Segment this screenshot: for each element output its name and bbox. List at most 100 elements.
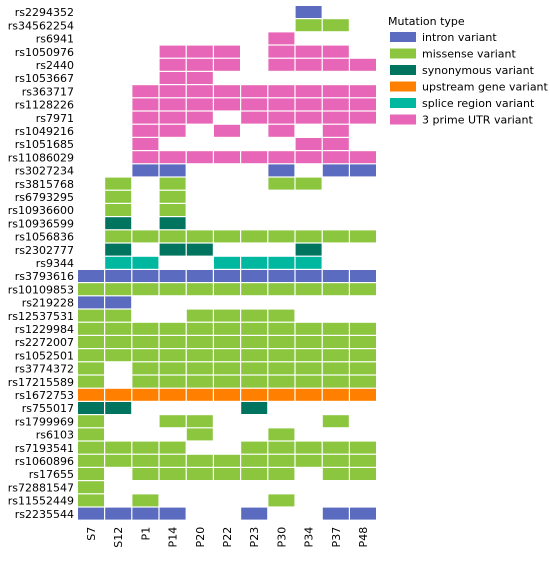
row-label: rs34562254	[8, 19, 74, 32]
heatmap-cell	[159, 164, 186, 177]
legend-swatch	[390, 114, 416, 125]
heatmap-cell	[214, 336, 240, 348]
heatmap-cell	[350, 85, 376, 98]
heatmap-cell	[241, 388, 268, 401]
heatmap-cell	[78, 296, 104, 309]
heatmap-cell	[132, 362, 159, 375]
heatmap-cell	[159, 468, 186, 480]
heatmap-cell	[241, 468, 268, 480]
heatmap-cell	[295, 283, 322, 296]
legend: Mutation type intron variant missense var…	[388, 15, 549, 127]
heatmap-cell	[78, 375, 104, 388]
heatmap-cell	[295, 375, 322, 388]
heatmap-cell	[159, 111, 186, 124]
heatmap-cell	[159, 362, 186, 375]
legend-label: upstream gene variant	[422, 81, 549, 94]
legend-swatch	[390, 48, 416, 59]
heatmap-cell	[159, 336, 186, 348]
heatmap-cell	[295, 177, 322, 190]
heatmap-cell	[214, 349, 240, 362]
heatmap-cell	[268, 230, 295, 243]
heatmap-cell	[186, 85, 213, 98]
row-label: rs1672753	[15, 389, 74, 402]
row-label: rs363717	[22, 85, 74, 98]
heatmap-cell	[322, 111, 349, 124]
column-label: P23	[248, 527, 261, 548]
heatmap-cell	[105, 349, 132, 362]
heatmap-cell	[268, 494, 295, 507]
heatmap-cell	[268, 336, 295, 348]
row-label: rs1050976	[15, 46, 74, 59]
heatmap-cell	[186, 58, 213, 71]
heatmap-cell	[132, 270, 159, 282]
column-label: P1	[139, 527, 152, 541]
heatmap-cell	[78, 481, 104, 494]
heatmap-cell	[159, 230, 186, 243]
heatmap-cell	[350, 98, 376, 111]
heatmap-cell	[295, 322, 322, 335]
legend-label: intron variant	[422, 31, 497, 44]
heatmap-cell	[322, 362, 349, 375]
heatmap-cell	[159, 72, 186, 84]
heatmap-cell	[295, 58, 322, 71]
heatmap-cell	[350, 362, 376, 375]
heatmap-cell	[322, 349, 349, 362]
legend-swatch	[390, 65, 416, 75]
heatmap-cell	[78, 336, 104, 348]
heatmap-cell	[295, 230, 322, 243]
heatmap-cell	[186, 72, 213, 84]
heatmap-cell	[322, 19, 349, 32]
heatmap-cell	[159, 454, 186, 467]
heatmap-cell	[159, 441, 186, 454]
heatmap-cell	[186, 283, 213, 296]
heatmap-cell	[350, 507, 376, 520]
heatmap-cell	[350, 283, 376, 296]
heatmap-cell	[186, 388, 213, 401]
heatmap-cell	[241, 309, 268, 322]
heatmap-cell	[159, 375, 186, 388]
heatmap-cell	[268, 454, 295, 467]
row-label: rs3027234	[15, 165, 74, 178]
heatmap-cell	[214, 468, 240, 480]
heatmap-cell	[132, 151, 159, 164]
row-label: rs2272007	[15, 336, 74, 349]
heatmap-cell	[159, 204, 186, 216]
heatmap-cell	[268, 124, 295, 137]
heatmap-cell	[350, 349, 376, 362]
heatmap-cell	[214, 45, 240, 58]
heatmap-cell	[78, 494, 104, 507]
heatmap-cell	[268, 309, 295, 322]
heatmap-cell	[78, 507, 104, 520]
heatmap-cell	[78, 468, 104, 480]
heatmap-cell	[268, 428, 295, 441]
row-label: rs1799969	[15, 415, 74, 428]
row-label: rs6103	[36, 429, 74, 442]
heatmap-cell	[78, 283, 104, 296]
heatmap-cell	[241, 98, 268, 111]
legend-title: Mutation type	[388, 15, 465, 28]
heatmap-cell	[268, 256, 295, 269]
legend-label: 3 prime UTR variant	[422, 114, 533, 127]
heatmap-cell	[241, 111, 268, 124]
heatmap-cell	[105, 441, 132, 454]
heatmap-cell	[322, 283, 349, 296]
heatmap-cell	[295, 45, 322, 58]
row-label: rs1052501	[15, 349, 74, 362]
heatmap-cell	[322, 507, 349, 520]
heatmap-cell	[132, 98, 159, 111]
column-label: P37	[330, 527, 343, 548]
heatmap-cell	[322, 138, 349, 150]
heatmap-cell	[295, 138, 322, 150]
heatmap-cell	[350, 454, 376, 467]
heatmap-cell	[214, 454, 240, 467]
row-label: rs7193541	[15, 442, 74, 455]
heatmap-cell	[159, 415, 186, 428]
heatmap-cell	[295, 111, 322, 124]
column-label: P34	[303, 527, 316, 548]
heatmap-cell	[322, 45, 349, 58]
legend-swatch	[390, 81, 416, 92]
heatmap-cell	[241, 507, 268, 520]
heatmap-cell	[132, 164, 159, 177]
row-label: rs1060896	[15, 455, 74, 468]
heatmap-cell	[268, 85, 295, 98]
